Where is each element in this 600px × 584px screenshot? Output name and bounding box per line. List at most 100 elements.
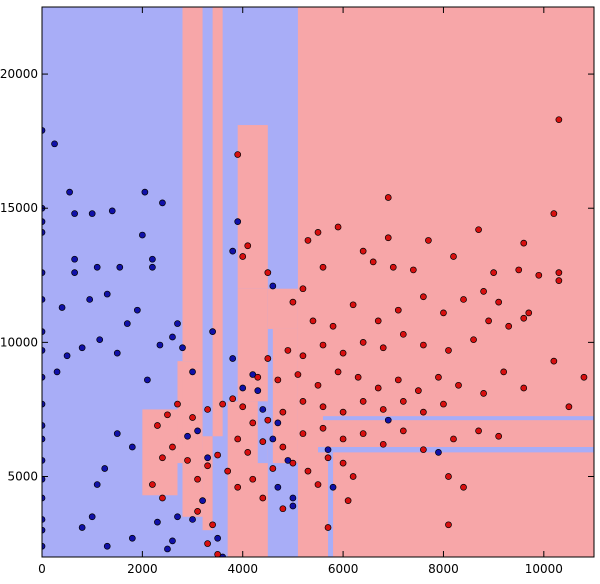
point-blue	[42, 218, 46, 225]
point-red	[204, 462, 211, 470]
decision-regions	[42, 7, 594, 557]
point-red	[450, 253, 457, 260]
point-blue	[199, 497, 206, 505]
point-red	[224, 467, 232, 475]
point-blue	[209, 328, 216, 335]
point-red	[319, 263, 327, 271]
point-red	[239, 403, 247, 411]
point-blue	[42, 328, 46, 335]
region-red	[202, 436, 213, 531]
x-tick-label: 6000	[328, 562, 359, 576]
point-red	[475, 427, 482, 435]
point-blue	[96, 336, 104, 344]
point-blue	[42, 296, 46, 303]
point-red	[384, 194, 392, 201]
point-blue	[289, 494, 297, 502]
point-red	[264, 355, 272, 362]
point-blue	[169, 333, 176, 341]
point-red	[550, 210, 558, 217]
point-red	[344, 497, 352, 505]
point-red	[299, 398, 307, 405]
point-blue	[42, 400, 46, 408]
point-blue	[274, 483, 282, 491]
point-red	[460, 483, 467, 491]
point-red	[284, 347, 292, 354]
x-tick-label: 4000	[227, 562, 258, 576]
point-red	[455, 381, 462, 389]
point-blue	[269, 282, 277, 290]
point-blue	[103, 542, 111, 550]
point-red	[339, 408, 347, 416]
point-red	[334, 223, 342, 231]
data-points	[42, 116, 588, 557]
point-blue	[204, 454, 211, 462]
point-red	[359, 339, 367, 346]
point-red	[435, 373, 442, 381]
point-red	[450, 435, 457, 443]
point-blue	[42, 457, 46, 464]
point-red	[274, 376, 282, 384]
region-red	[142, 409, 178, 496]
point-blue	[219, 553, 227, 557]
point-red	[319, 341, 327, 349]
point-red	[445, 521, 452, 529]
point-red	[279, 443, 287, 451]
region-blue	[257, 401, 268, 464]
point-red	[234, 151, 242, 158]
y-tick-label: 5000	[7, 470, 38, 484]
point-blue	[66, 188, 73, 196]
point-blue	[229, 355, 237, 362]
point-red	[580, 373, 588, 381]
point-red	[525, 309, 533, 317]
point-red	[254, 373, 262, 381]
point-red	[359, 398, 367, 405]
point-red	[234, 483, 242, 491]
point-blue	[93, 481, 101, 488]
point-red	[214, 451, 221, 459]
point-blue	[384, 416, 392, 424]
point-red	[470, 336, 477, 344]
point-red	[324, 454, 332, 462]
point-red	[359, 247, 367, 255]
point-blue	[78, 524, 86, 531]
point-red	[259, 494, 267, 502]
point-red	[495, 298, 503, 306]
point-red	[164, 411, 171, 419]
x-tick-label: 10000	[525, 562, 563, 576]
point-blue	[93, 263, 101, 271]
point-blue	[139, 231, 146, 239]
point-blue	[284, 457, 292, 464]
x-tick-label: 2000	[127, 562, 158, 576]
region-red	[237, 288, 268, 402]
point-red	[259, 438, 267, 445]
point-red	[379, 406, 387, 413]
point-blue	[88, 513, 96, 521]
point-red	[154, 422, 161, 429]
point-blue	[123, 320, 131, 327]
point-red	[565, 403, 573, 411]
point-blue	[154, 518, 161, 526]
point-blue	[128, 443, 136, 451]
y-axis: 5000 10000 15000 20000	[0, 67, 594, 484]
point-blue	[42, 422, 46, 429]
point-blue	[42, 127, 46, 134]
point-blue	[71, 255, 78, 263]
region-blue	[42, 288, 143, 293]
point-red	[299, 285, 307, 293]
x-tick-label: 8000	[428, 562, 459, 576]
point-red	[369, 258, 377, 266]
point-blue	[42, 373, 46, 381]
point-blue	[269, 435, 277, 443]
point-blue	[42, 435, 46, 443]
point-red	[555, 277, 563, 285]
point-red	[384, 234, 392, 242]
point-red	[194, 508, 201, 515]
point-red	[399, 427, 407, 435]
point-blue	[42, 269, 46, 276]
point-red	[399, 330, 407, 338]
point-red	[304, 467, 312, 475]
plot-frame	[41, 6, 595, 558]
region-blue	[323, 416, 594, 421]
point-blue	[214, 534, 221, 542]
